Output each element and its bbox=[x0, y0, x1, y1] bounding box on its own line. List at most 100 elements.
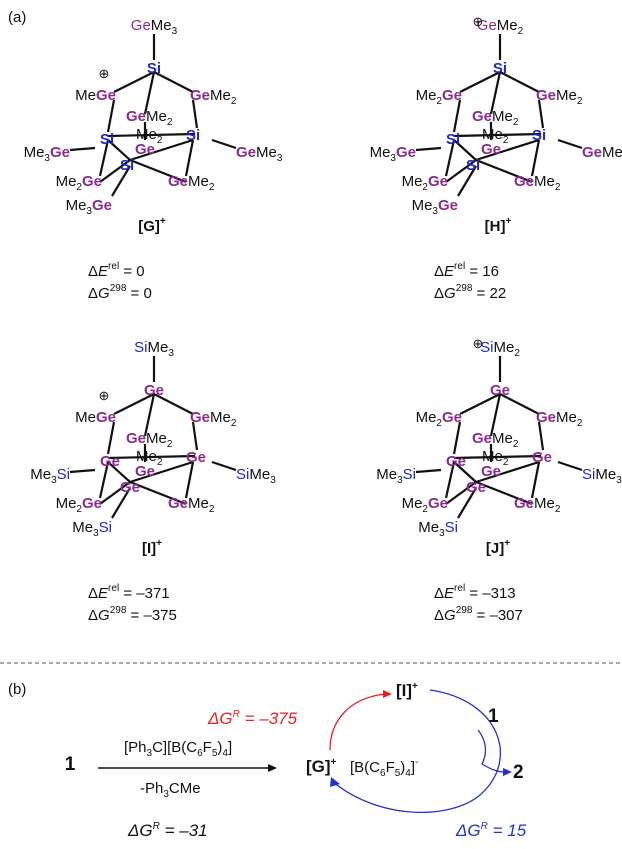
bond bbox=[129, 138, 194, 162]
apex-atom: Ge bbox=[144, 382, 164, 399]
right-lower-group: GeMe2 bbox=[168, 173, 215, 193]
bond bbox=[69, 468, 96, 474]
charge-symbol: ⊕ bbox=[473, 336, 484, 351]
left-lower-group: Me2Ge bbox=[56, 173, 102, 193]
reagent: [Ph3C][B(C6F5)4] bbox=[124, 739, 232, 759]
inner-center-atom: Ge bbox=[135, 141, 155, 158]
cluster-label: [J]+ bbox=[486, 538, 510, 557]
cluster-label: [G]+ bbox=[138, 216, 166, 235]
bond bbox=[107, 139, 131, 161]
cation-G: [G]+ bbox=[306, 757, 337, 776]
bond bbox=[453, 454, 542, 460]
dG-red: ΔGR = –375 bbox=[207, 709, 298, 728]
scheme: 1 [Ph3C][B(C6F5)4] -Ph3CMe [G]+ [B(C6F5)4]- [… bbox=[65, 681, 527, 840]
left-core-atom: Ge bbox=[446, 453, 466, 470]
energy-g298: ΔG298 = –375 bbox=[88, 605, 177, 624]
bond bbox=[489, 71, 502, 115]
bottom-substituent: Me3Ge bbox=[412, 197, 458, 217]
bond bbox=[184, 461, 195, 499]
bond bbox=[129, 158, 187, 184]
bond bbox=[415, 146, 442, 152]
left-upper-group: MeGe bbox=[75, 409, 116, 426]
right-lower-group: GeMe2 bbox=[168, 495, 215, 515]
bond bbox=[143, 71, 156, 115]
left-core-atom: Si bbox=[100, 131, 114, 148]
cycle-intermediate-I: [I]+ bbox=[396, 681, 418, 700]
left-lower-group: Me2Ge bbox=[402, 173, 448, 193]
bond bbox=[98, 139, 110, 177]
bond bbox=[489, 393, 502, 437]
energy-rel: ΔErel = –371 bbox=[88, 583, 170, 602]
top-substituent: GeMe2 bbox=[477, 17, 524, 37]
bond bbox=[129, 480, 187, 506]
left-core-atom: Si bbox=[446, 131, 460, 148]
bond bbox=[113, 393, 155, 415]
bond bbox=[452, 421, 462, 455]
bond bbox=[453, 461, 477, 483]
left-substituent: Me3Si bbox=[30, 466, 70, 486]
bond bbox=[129, 460, 194, 484]
right-substituent: SiMe3 bbox=[236, 466, 276, 486]
charge-symbol: ⊕ bbox=[473, 14, 484, 29]
bond bbox=[415, 468, 442, 474]
bond bbox=[143, 393, 156, 437]
substrate-1: 1 bbox=[488, 706, 499, 727]
charge-symbol: ⊕ bbox=[99, 388, 110, 403]
bond bbox=[107, 461, 131, 483]
blue-arrow-head bbox=[330, 777, 340, 787]
bond bbox=[537, 421, 545, 451]
red-arrow-head bbox=[383, 690, 392, 698]
right-lower-group: GeMe2 bbox=[514, 173, 561, 193]
inner-top-group: GeMe2 bbox=[472, 430, 519, 450]
inner-top-group: GeMe2 bbox=[126, 430, 173, 450]
inner-me-group: Me2 bbox=[482, 448, 509, 468]
left-upper-group: Me2Ge bbox=[416, 409, 462, 429]
energy-g298: ΔG298 = 0 bbox=[88, 283, 152, 302]
bond bbox=[557, 460, 583, 472]
bond bbox=[475, 460, 540, 484]
product-arrow bbox=[477, 729, 506, 773]
bond bbox=[153, 393, 194, 415]
reaction-arrow-head bbox=[268, 764, 277, 772]
bond bbox=[453, 139, 477, 161]
bond bbox=[453, 132, 542, 138]
dG-black: ΔGR = –31 bbox=[127, 821, 208, 840]
bond bbox=[107, 454, 196, 460]
bond bbox=[111, 487, 131, 519]
dG-blue: ΔGR = 15 bbox=[455, 821, 527, 840]
bond bbox=[499, 71, 540, 93]
bond bbox=[445, 159, 477, 183]
bond bbox=[444, 461, 456, 499]
bond bbox=[444, 139, 456, 177]
bottom-core-atom: Si bbox=[120, 157, 134, 174]
inner-top-group: GeMe2 bbox=[472, 108, 519, 128]
reactant-1: 1 bbox=[65, 754, 76, 775]
bond bbox=[184, 139, 195, 177]
energy-g298: ΔG298 = –307 bbox=[434, 605, 523, 624]
right-core-atom: Si bbox=[532, 127, 546, 144]
bond bbox=[99, 159, 131, 183]
right-upper-group: GeMe2 bbox=[536, 87, 583, 107]
product-arrow-head bbox=[503, 768, 512, 776]
right-substituent: GeMe3 bbox=[236, 144, 283, 164]
bond bbox=[99, 481, 131, 505]
left-lower-group: Me2Ge bbox=[56, 495, 102, 515]
inner-me-group: Me2 bbox=[482, 126, 509, 146]
bond bbox=[530, 461, 541, 499]
inner-center-atom: Ge bbox=[481, 141, 501, 158]
cluster-label: [I]+ bbox=[142, 538, 162, 557]
bond bbox=[111, 165, 131, 197]
apex-atom: Si bbox=[147, 60, 161, 77]
inner-me-group: Me2 bbox=[136, 126, 163, 146]
apex-atom: Si bbox=[493, 60, 507, 77]
bond bbox=[445, 481, 477, 505]
bond bbox=[475, 480, 533, 506]
left-substituent: Me3Ge bbox=[24, 144, 70, 164]
bond bbox=[107, 132, 196, 138]
left-lower-group: Me2Ge bbox=[402, 495, 448, 515]
